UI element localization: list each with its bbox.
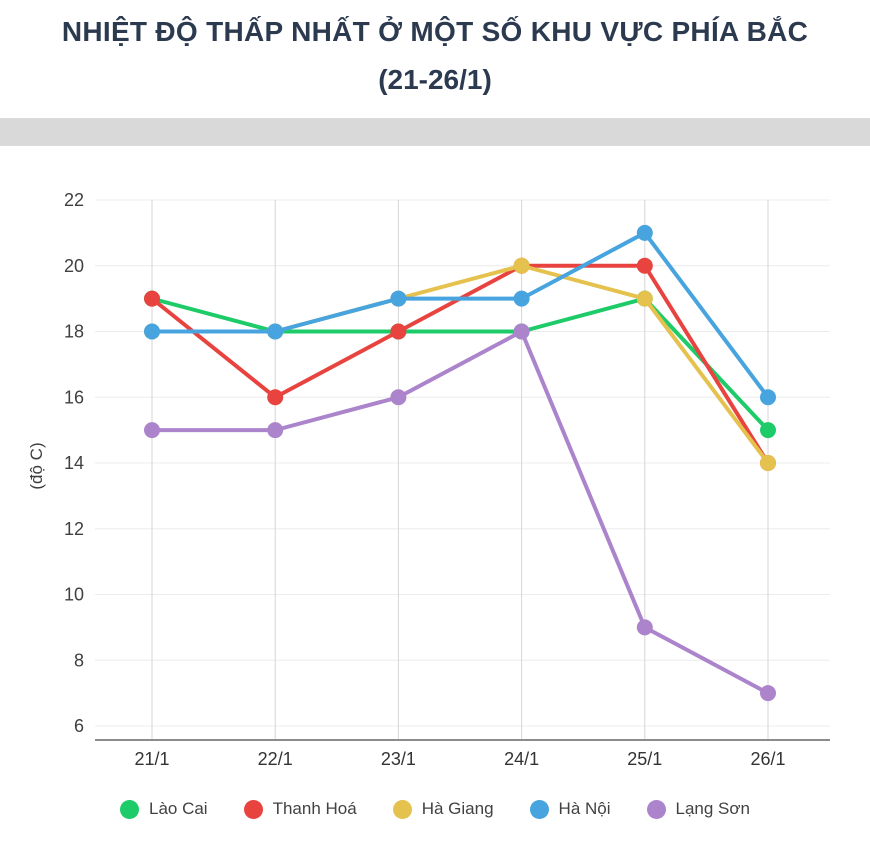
y-axis-tick-label: 16 <box>64 387 84 407</box>
legend-item-ha-giang[interactable]: Hà Giang <box>392 799 494 819</box>
legend-dot-thanh-hoa <box>243 799 263 819</box>
data-point-ha-noi-24-1[interactable] <box>513 290 530 307</box>
x-axis-tick-label: 25/1 <box>627 749 662 769</box>
chart-title-line2: (21-26/1) <box>378 64 492 95</box>
data-point-ha-giang-24-1[interactable] <box>513 257 530 274</box>
data-point-lang-son-24-1[interactable] <box>513 323 530 340</box>
legend-item-lang-son[interactable]: Lạng Sơn <box>646 799 750 819</box>
data-point-lang-son-25-1[interactable] <box>636 619 653 636</box>
series-line-lang-son <box>150 329 770 696</box>
data-point-lang-son-23-1[interactable] <box>390 389 407 406</box>
data-point-ha-noi-21-1[interactable] <box>144 323 160 340</box>
chart-legend: Lào Cai Thanh Hoá Hà Giang Hà Nội Lạng Sơn <box>0 786 870 846</box>
legend-label-thanh-hoa: Thanh Hoá <box>272 799 357 818</box>
x-axis-tick-label: 23/1 <box>381 749 416 769</box>
y-axis-tick-label: 8 <box>74 650 84 670</box>
data-point-ha-noi-22-1[interactable] <box>267 323 284 340</box>
line-chart-plot: 6 8 10 12 14 16 18 20 22 21/1 22/1 23/1 24/1 25/1 26/1… <box>27 190 830 769</box>
chart-title-block: NHIỆT ĐỘ THẤP NHẤT Ở MỘT SỐ KHU VỰC PHÍA… <box>0 0 870 118</box>
x-axis-tick-label: 21/1 <box>134 749 169 769</box>
data-point-lao-cai-26-1[interactable] <box>760 422 776 439</box>
data-point-thanh-hoa-23-1[interactable] <box>390 323 407 340</box>
legend-dot-ha-noi <box>529 799 549 819</box>
legend-item-ha-noi[interactable]: Hà Nội <box>529 799 611 819</box>
data-point-thanh-hoa-22-1[interactable] <box>267 389 284 406</box>
legend-dot-lang-son <box>646 799 666 819</box>
legend-dot-ha-giang <box>392 799 412 819</box>
legend-item-lao-cai[interactable]: Lào Cai <box>119 799 208 819</box>
legend-dot-lao-cai <box>119 799 139 819</box>
data-point-thanh-hoa-21-1[interactable] <box>144 290 160 307</box>
x-axis-tick-label: 24/1 <box>504 749 539 769</box>
data-point-lang-son-21-1[interactable] <box>144 422 160 439</box>
legend-label-ha-noi: Hà Nội <box>558 799 611 818</box>
legend-item-thanh-hoa[interactable]: Thanh Hoá <box>243 799 357 819</box>
y-axis-tick-label: 20 <box>64 256 84 276</box>
legend-label-lang-son: Lạng Sơn <box>675 799 750 818</box>
y-axis-tick-label: 10 <box>64 585 84 605</box>
data-point-ha-giang-26-1[interactable] <box>760 455 776 471</box>
data-point-ha-noi-25-1[interactable] <box>636 224 653 241</box>
y-axis-title: (độ C) <box>27 442 46 489</box>
y-axis-tick-label: 14 <box>64 453 84 473</box>
data-point-ha-noi-26-1[interactable] <box>760 389 776 406</box>
series-line-lao-cai <box>150 296 770 433</box>
data-point-ha-noi-23-1[interactable] <box>390 290 407 307</box>
y-axis-tick-label: 12 <box>64 519 84 539</box>
series-line-ha-noi <box>150 230 770 400</box>
x-axis-tick-label: 26/1 <box>750 749 785 769</box>
x-axis-tick-label: 22/1 <box>258 749 293 769</box>
data-point-lang-son-22-1[interactable] <box>267 422 284 439</box>
legend-label-lao-cai: Lào Cai <box>148 799 208 818</box>
y-axis-tick-label: 18 <box>64 322 84 342</box>
divider-band <box>0 118 870 146</box>
legend-label-ha-giang: Hà Giang <box>421 799 494 818</box>
data-point-thanh-hoa-25-1[interactable] <box>636 257 653 274</box>
data-point-lang-son-26-1[interactable] <box>760 685 776 702</box>
y-axis-tick-label: 6 <box>74 716 84 736</box>
y-axis-tick-label: 22 <box>64 190 84 210</box>
chart-title-line1: NHIỆT ĐỘ THẤP NHẤT Ở MỘT SỐ KHU VỰC PHÍA… <box>61 16 809 47</box>
data-point-ha-giang-25-1[interactable] <box>636 290 653 307</box>
